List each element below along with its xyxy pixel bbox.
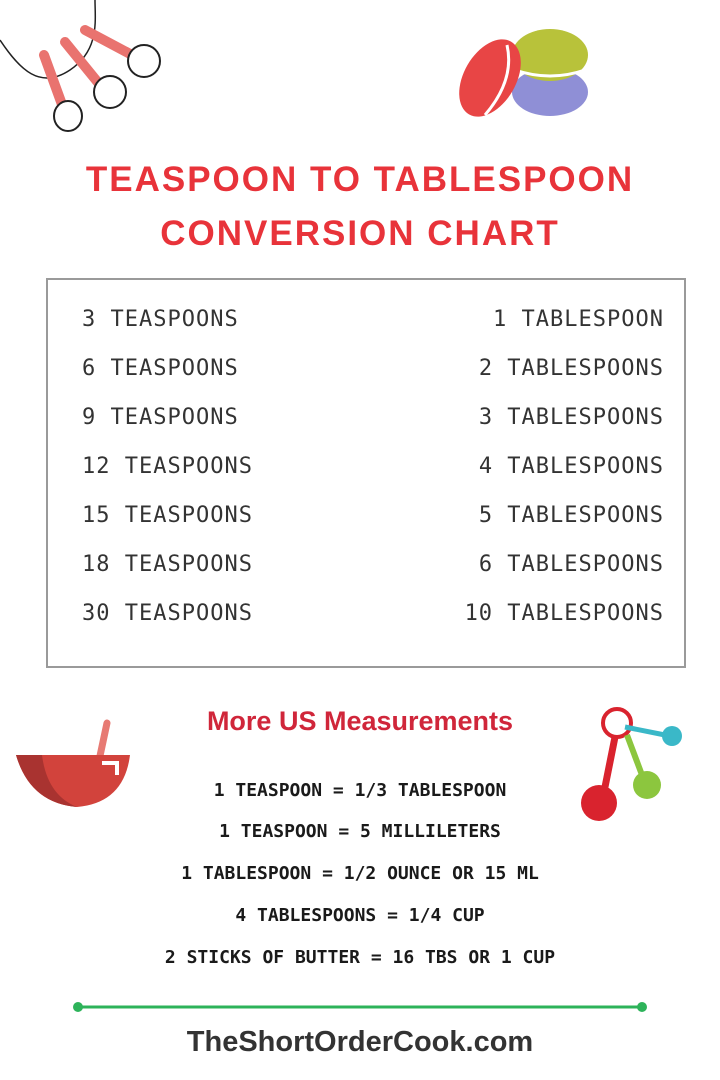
measurement-item: 4 TABLESPOONS = 1/4 CUP <box>235 905 485 926</box>
table-row: 9 TEASPOONS 3 TABLESPOONS <box>82 405 664 435</box>
title-line-2: CONVERSION CHART <box>160 214 560 253</box>
measurement-item: 2 STICKS OF BUTTER = 16 TBS OR 1 CUP <box>164 947 556 968</box>
website-link[interactable]: TheShortOrderCook.com <box>186 1026 534 1058</box>
measurement-item: 1 TEASPOON = 5 MILLILETERS <box>219 821 501 842</box>
table-row: 3 TEASPOONS 1 TABLESPOON <box>82 307 664 337</box>
table-row: 30 TEASPOONS 10 TABLESPOONS <box>82 601 664 631</box>
teaspoons-cell: 6 TEASPOONS <box>82 356 239 381</box>
tablespoons-cell: 3 TABLESPOONS <box>478 405 664 430</box>
teaspoons-cell: 9 TEASPOONS <box>82 405 239 430</box>
table-row: 18 TEASPOONS 6 TABLESPOONS <box>82 552 664 582</box>
measuring-cups-icon <box>581 707 682 821</box>
measuring-spoons-icon <box>0 0 161 132</box>
teaspoons-cell: 30 TEASPOONS <box>82 601 253 626</box>
macarons-icon <box>459 29 588 117</box>
mixing-bowl-icon <box>16 719 130 807</box>
teaspoons-cell: 18 TEASPOONS <box>82 552 253 577</box>
table-row: 12 TEASPOONS 4 TABLESPOONS <box>82 454 664 484</box>
teaspoons-cell: 15 TEASPOONS <box>82 503 253 528</box>
tablespoons-cell: 5 TABLESPOONS <box>478 503 664 528</box>
divider <box>73 1002 647 1012</box>
more-measurements-heading: More US Measurements <box>206 706 514 736</box>
tablespoons-cell: 10 TABLESPOONS <box>464 601 664 626</box>
table-row: 15 TEASPOONS 5 TABLESPOONS <box>82 503 664 533</box>
conversion-table: 3 TEASPOONS 1 TABLESPOON 6 TEASPOONS 2 TAB… <box>46 278 686 668</box>
measurement-item: 1 TABLESPOON = 1/2 OUNCE OR 15 ML <box>181 863 539 884</box>
tablespoons-cell: 4 TABLESPOONS <box>478 454 664 479</box>
tablespoons-cell: 2 TABLESPOONS <box>478 356 664 381</box>
measurement-item: 1 TEASPOON = 1/3 TABLESPOON <box>213 780 507 801</box>
teaspoons-cell: 12 TEASPOONS <box>82 454 253 479</box>
tablespoons-cell: 6 TABLESPOONS <box>478 552 664 577</box>
tablespoons-cell: 1 TABLESPOON <box>493 307 664 332</box>
table-row: 6 TEASPOONS 2 TABLESPOONS <box>82 356 664 386</box>
title-line-1: TEASPOON TO TABLESPOON <box>85 160 635 199</box>
teaspoons-cell: 3 TEASPOONS <box>82 307 239 332</box>
